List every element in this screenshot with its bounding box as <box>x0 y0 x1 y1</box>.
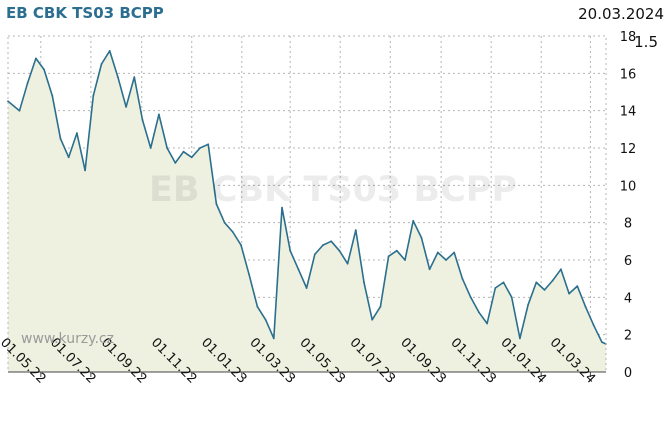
data-point <box>149 147 152 149</box>
data-point <box>281 206 283 209</box>
data-point <box>527 303 529 306</box>
y-axis-ticks: 0 2 4 6 8 10 12 14 16 18 <box>620 30 637 381</box>
data-point <box>43 68 45 71</box>
data-point <box>84 169 86 172</box>
data-point <box>67 156 70 159</box>
data-point <box>223 221 226 224</box>
data-point <box>330 240 333 243</box>
data-point <box>404 259 406 261</box>
data-point <box>584 305 587 308</box>
data-point <box>412 219 415 222</box>
y-tick-label: 14 <box>620 105 637 120</box>
data-point <box>297 268 300 271</box>
data-point <box>510 296 513 299</box>
data-point <box>387 255 390 258</box>
data-point <box>428 268 431 271</box>
y-tick-label: 8 <box>624 217 632 232</box>
data-point <box>141 119 144 121</box>
data-point <box>494 287 497 289</box>
y-tick-label: 12 <box>620 142 637 157</box>
data-point <box>322 244 324 247</box>
price-area <box>8 50 606 373</box>
data-point <box>576 285 579 287</box>
data-point <box>264 318 267 321</box>
data-point <box>248 274 251 276</box>
data-point <box>18 109 21 112</box>
data-point <box>182 150 185 153</box>
data-point <box>436 251 439 254</box>
data-point <box>486 322 488 325</box>
data-point <box>420 236 423 239</box>
data-point <box>568 292 570 295</box>
data-point <box>125 106 127 108</box>
data-point <box>108 50 111 52</box>
plot-frame <box>7 35 607 373</box>
data-point <box>26 81 29 84</box>
data-point <box>535 281 538 284</box>
data-point <box>560 268 562 271</box>
data-point <box>346 262 349 265</box>
data-point <box>354 229 357 232</box>
data-point <box>592 324 595 327</box>
data-point <box>92 94 95 97</box>
data-point <box>453 251 456 254</box>
chart-title: EB CBK TS03 BCPP <box>6 4 164 22</box>
data-point <box>166 147 169 149</box>
data-point <box>133 76 136 78</box>
data-point <box>469 296 472 299</box>
chart-area-fill <box>8 50 606 373</box>
y-tick-label: 10 <box>620 179 637 194</box>
data-point <box>502 281 505 284</box>
data-point <box>199 147 201 149</box>
chart-price-line <box>7 50 607 345</box>
data-point <box>117 76 119 78</box>
data-point <box>272 337 275 340</box>
y-tick-label: 2 <box>624 329 632 344</box>
y-tick-label: 6 <box>624 254 632 269</box>
data-point <box>601 341 603 343</box>
data-point <box>76 132 78 135</box>
data-point <box>231 231 234 233</box>
source-watermark: www.kurzy.cz <box>21 331 114 347</box>
data-point <box>551 279 554 282</box>
y-tick-label: 16 <box>620 67 637 82</box>
data-point <box>289 249 292 252</box>
data-point <box>7 100 9 103</box>
data-point <box>100 63 103 65</box>
data-point <box>371 318 374 321</box>
data-point <box>363 281 365 284</box>
data-point <box>313 253 316 256</box>
data-point <box>215 203 218 205</box>
data-point <box>207 143 210 146</box>
last-value: 1.5 <box>634 33 658 51</box>
last-date: 20.03.2024 <box>578 5 664 23</box>
data-point <box>543 289 546 291</box>
data-point <box>190 156 193 159</box>
data-point <box>59 137 62 140</box>
y-tick-label: 0 <box>624 366 632 381</box>
data-point <box>338 249 341 252</box>
price-line <box>7 50 607 345</box>
data-point <box>445 259 447 261</box>
data-point <box>256 305 259 308</box>
data-point <box>461 277 464 280</box>
data-point <box>51 94 54 97</box>
data-point <box>379 305 382 308</box>
data-point <box>158 113 160 116</box>
data-point <box>305 287 308 289</box>
data-point <box>174 162 177 164</box>
data-point <box>395 249 398 252</box>
data-point <box>35 57 37 60</box>
data-point <box>519 337 521 340</box>
y-tick-label: 4 <box>624 291 632 306</box>
chart-axes <box>7 35 607 377</box>
data-point <box>478 311 480 314</box>
y-tick-label: 18 <box>620 30 637 45</box>
data-point <box>240 244 242 247</box>
